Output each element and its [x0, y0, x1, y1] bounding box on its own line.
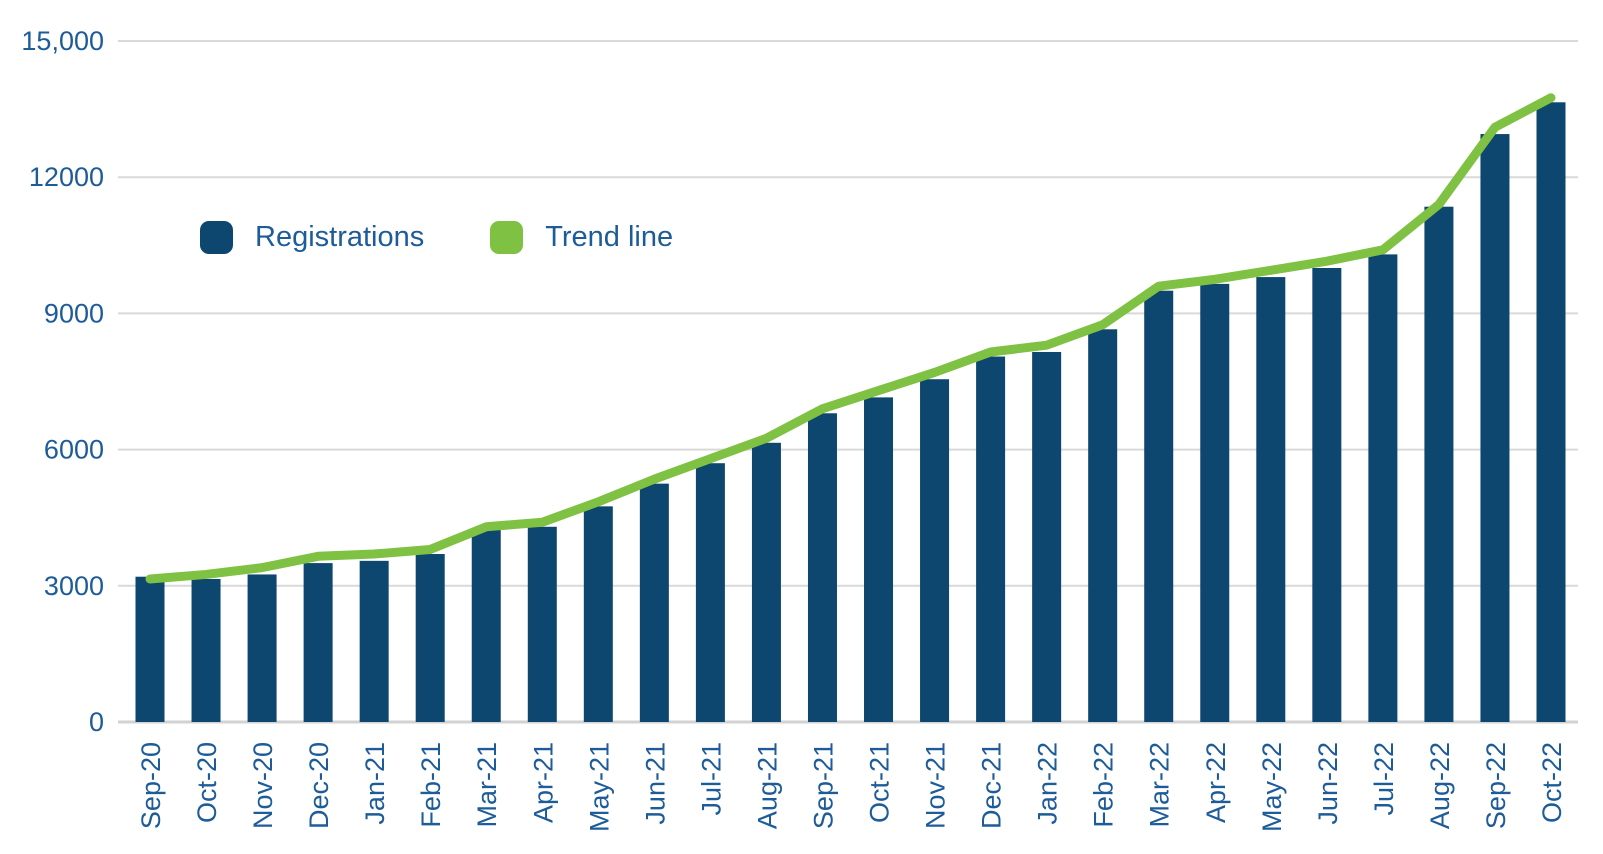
y-tick-label: 0: [89, 707, 104, 737]
bar-Sep-21: [807, 413, 837, 722]
bar-Dec-20: [303, 563, 333, 722]
bar-Jan-22: [1032, 351, 1062, 722]
x-tick-label: Dec-20: [304, 742, 334, 829]
bar-Feb-22: [1088, 329, 1118, 722]
bar-Mar-21: [471, 529, 501, 722]
legend-label-registrations: Registrations: [255, 221, 425, 253]
bar-Oct-22: [1536, 102, 1566, 723]
bar-Jun-22: [1312, 268, 1342, 722]
x-tick-label: May-21: [584, 742, 614, 832]
y-tick-label: 3000: [44, 571, 104, 601]
x-tick-label: Apr-21: [528, 742, 558, 823]
bar-Sep-22: [1480, 134, 1510, 722]
x-tick-label: May-22: [1257, 742, 1287, 832]
x-tick-label: Feb-22: [1089, 742, 1119, 828]
legend: Registrations Trend line: [200, 221, 673, 254]
y-tick-label: 6000: [44, 435, 104, 465]
bar-Apr-21: [527, 526, 557, 722]
bar-Nov-21: [920, 379, 950, 722]
x-tick-label: Aug-22: [1425, 742, 1455, 829]
x-tick-label: Oct-20: [192, 742, 222, 823]
bar-May-21: [583, 506, 613, 722]
x-tick-label: Sep-21: [808, 742, 838, 829]
x-tick-label: Jun-21: [640, 742, 670, 825]
x-tick-label: Nov-21: [921, 742, 951, 829]
bar-Jul-21: [695, 463, 725, 722]
x-tick-label: Jan-22: [1033, 742, 1063, 825]
bar-Oct-20: [191, 578, 221, 722]
x-tick-label: Feb-21: [416, 742, 446, 828]
bar-Aug-22: [1424, 206, 1454, 722]
x-tick-label: Jul-21: [696, 742, 726, 816]
bar-Jun-21: [639, 483, 669, 722]
y-tick-label: 9000: [44, 298, 104, 328]
x-tick-label: Sep-22: [1481, 742, 1511, 829]
x-tick-label: Mar-21: [472, 742, 502, 828]
x-tick-label: Nov-20: [248, 742, 278, 829]
x-tick-label: Oct-21: [865, 742, 895, 823]
y-tick-label: 12000: [29, 162, 104, 192]
x-tick-label: Oct-22: [1537, 742, 1567, 823]
trend-line-swatch-icon: [490, 221, 524, 254]
trend-line: [145, 93, 1556, 584]
bar-Nov-20: [247, 574, 277, 722]
bar-Feb-21: [415, 554, 445, 722]
bar-May-22: [1256, 277, 1286, 722]
x-tick-label: Jan-21: [360, 742, 390, 825]
y-tick-label: 15,000: [21, 26, 104, 56]
x-tick-label: Mar-22: [1145, 742, 1175, 828]
x-tick-label: Jul-22: [1369, 742, 1399, 816]
x-tick-label: Jun-22: [1313, 742, 1343, 825]
x-tick-label: Dec-21: [977, 742, 1007, 829]
x-tick-label: Aug-21: [752, 742, 782, 829]
legend-item-registrations: Registrations: [200, 221, 424, 254]
x-tick-label: Sep-20: [136, 742, 166, 829]
bar-Jan-21: [359, 560, 389, 722]
x-tick-label: Apr-22: [1201, 742, 1231, 823]
bar-Mar-22: [1144, 290, 1174, 722]
bar-Oct-21: [864, 397, 894, 722]
registrations-swatch-icon: [200, 221, 233, 254]
bar-Sep-20: [135, 576, 165, 722]
bar-Dec-21: [976, 356, 1006, 722]
bar-Jul-22: [1368, 254, 1398, 722]
bar-Apr-22: [1200, 283, 1230, 722]
bar-Aug-21: [751, 442, 781, 722]
legend-item-trend: Trend line: [490, 221, 673, 254]
legend-label-trend: Trend line: [545, 221, 674, 253]
